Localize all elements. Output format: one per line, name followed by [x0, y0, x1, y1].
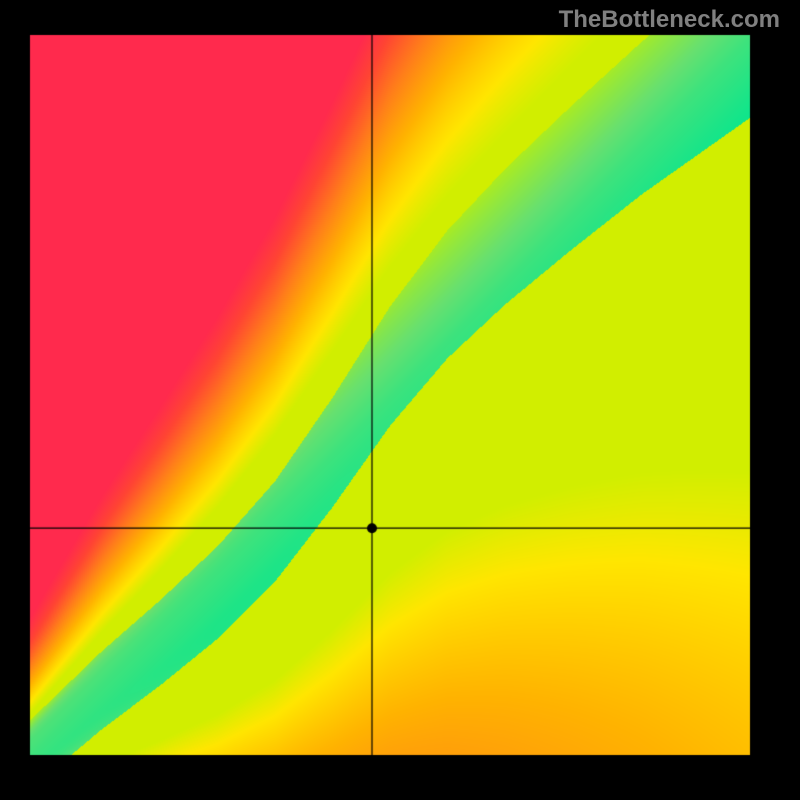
chart-frame: TheBottleneck.com	[0, 0, 800, 800]
bottleneck-heatmap	[0, 0, 800, 800]
watermark-text: TheBottleneck.com	[559, 6, 780, 34]
